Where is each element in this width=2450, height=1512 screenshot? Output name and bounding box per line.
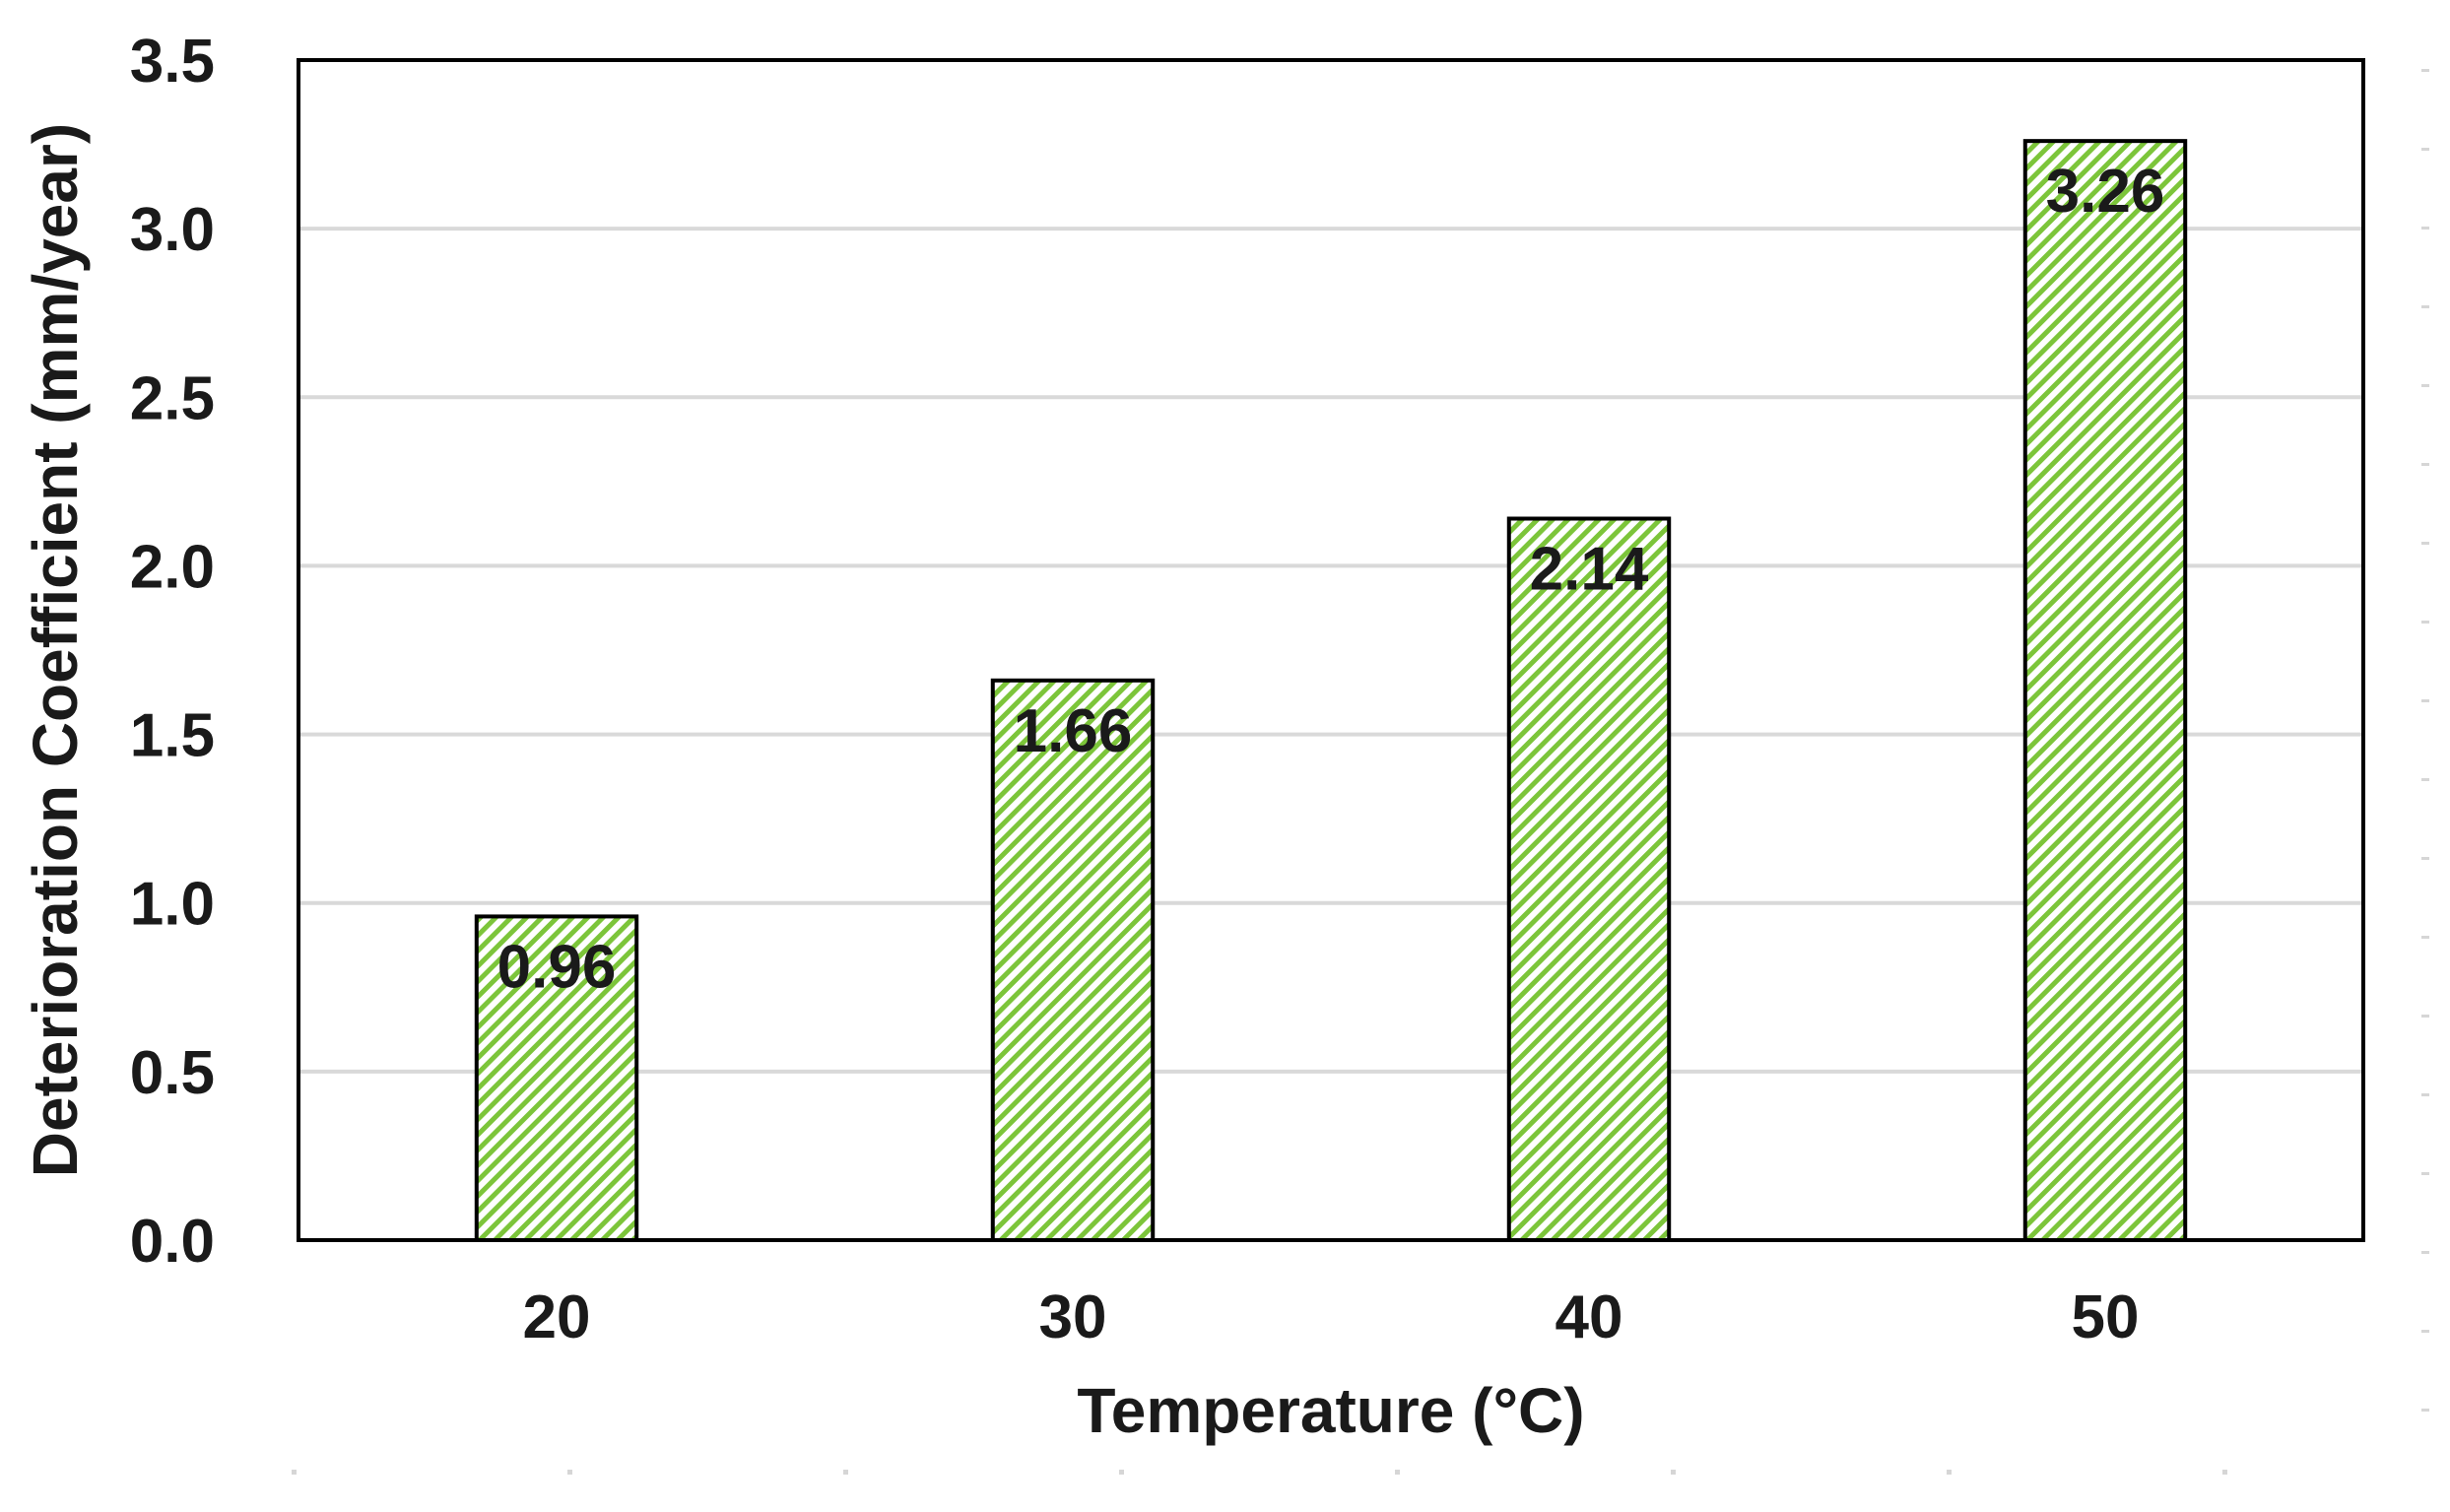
decorative-dot bbox=[2421, 384, 2429, 387]
decorative-dot bbox=[2421, 148, 2429, 151]
decorative-dot bbox=[292, 1470, 297, 1475]
decorative-dot bbox=[2421, 463, 2429, 466]
bar bbox=[2022, 139, 2188, 1243]
decorative-dot bbox=[2421, 857, 2429, 860]
y-tick-label: 2.0 bbox=[130, 533, 215, 601]
decorative-dot bbox=[1671, 1470, 1676, 1475]
decorative-dot bbox=[2421, 1172, 2429, 1175]
decorative-dot bbox=[2421, 699, 2429, 702]
decorative-dot bbox=[2421, 778, 2429, 781]
y-axis-ticks: 0.0 0.5 1.0 1.5 2.0 2.5 3.0 3.5 bbox=[130, 28, 215, 1276]
bar-data-label: 3.26 bbox=[2046, 158, 2165, 226]
decorative-dot bbox=[2421, 1330, 2429, 1333]
x-tick-label: 20 bbox=[523, 1283, 591, 1351]
decorative-dots bbox=[2421, 69, 2429, 1412]
bar bbox=[990, 678, 1156, 1242]
x-tick-label: 30 bbox=[1039, 1283, 1107, 1351]
decorative-dot bbox=[2222, 1470, 2227, 1475]
bar-data-label: 0.96 bbox=[497, 933, 617, 1001]
decorative-dot bbox=[843, 1470, 848, 1475]
decorative-dot bbox=[2421, 227, 2429, 230]
y-tick-label: 0.5 bbox=[130, 1039, 215, 1107]
decorative-dot bbox=[2421, 542, 2429, 545]
y-axis-title: Deterioration Coefficient (mm/year) bbox=[20, 123, 91, 1177]
x-tick-label: 50 bbox=[2072, 1283, 2140, 1351]
decorative-dot bbox=[2421, 936, 2429, 939]
decorative-dot bbox=[2421, 1093, 2429, 1096]
decorative-dot bbox=[2421, 621, 2429, 624]
bar-data-label: 2.14 bbox=[1530, 536, 1649, 604]
decorative-dot bbox=[2421, 305, 2429, 308]
y-tick-label: 3.0 bbox=[130, 196, 215, 264]
y-tick-label: 1.0 bbox=[130, 871, 215, 939]
y-tick-label: 1.5 bbox=[130, 702, 215, 770]
decorative-dot bbox=[2421, 1015, 2429, 1018]
x-axis-title: Temperature (°C) bbox=[1077, 1375, 1584, 1446]
decorative-dot bbox=[1119, 1470, 1124, 1475]
y-tick-label: 3.5 bbox=[130, 28, 215, 96]
decorative-dot bbox=[567, 1470, 572, 1475]
decorative-dots bbox=[292, 1470, 2227, 1475]
y-tick-label: 2.5 bbox=[130, 364, 215, 432]
bar-data-label: 1.66 bbox=[1014, 697, 1133, 765]
plot-area-frame bbox=[297, 58, 2365, 1242]
bar bbox=[1506, 516, 1672, 1242]
decorative-dot bbox=[1395, 1470, 1400, 1475]
decorative-dot bbox=[2421, 1409, 2429, 1412]
x-tick-label: 40 bbox=[1556, 1283, 1623, 1351]
x-axis-ticks: 20 30 40 50 bbox=[523, 1283, 2140, 1351]
decorative-dot bbox=[2421, 69, 2429, 72]
bars bbox=[474, 139, 2188, 1243]
decorative-dot bbox=[1947, 1470, 1952, 1475]
data-labels: 0.96 1.66 2.14 3.26 bbox=[497, 158, 2165, 1001]
y-tick-label: 0.0 bbox=[130, 1208, 215, 1276]
gridlines bbox=[298, 227, 2363, 1074]
decorative-dot bbox=[2421, 1251, 2429, 1254]
